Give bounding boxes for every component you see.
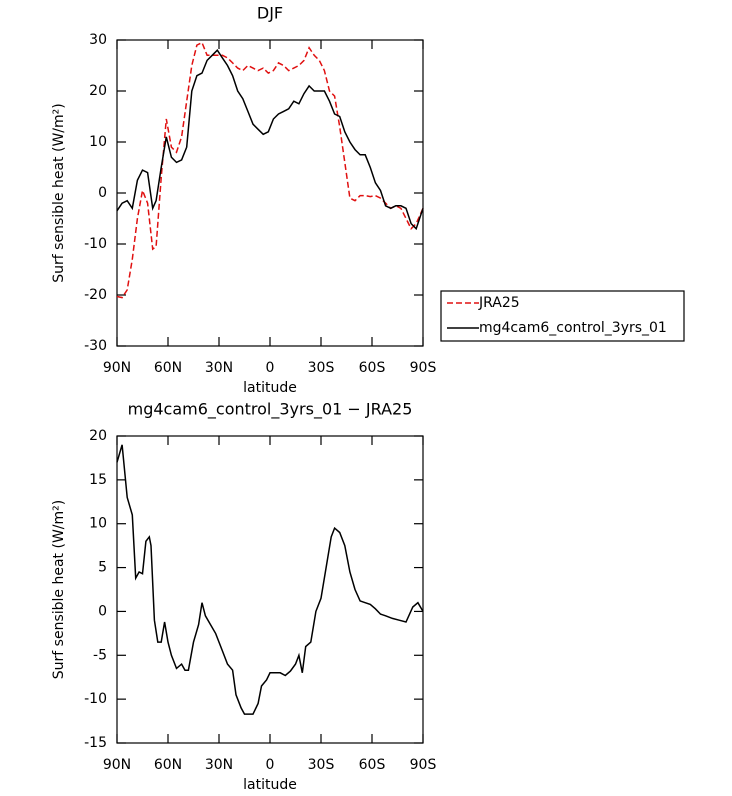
y-tick-label: -5 [93, 647, 107, 663]
series-line [116, 49, 424, 231]
series-line [116, 444, 424, 715]
chart-title: mg4cam6_control_3yrs_01 − JRA25 [128, 400, 413, 420]
y-tick-label: 10 [89, 516, 107, 532]
x-tick-label: 0 [266, 360, 275, 376]
x-tick-label: 90S [410, 360, 437, 376]
y-tick-label: -10 [84, 236, 107, 252]
y-tick-label: 30 [89, 32, 107, 48]
y-tick-label: 20 [89, 428, 107, 444]
y-tick-label: -30 [84, 338, 107, 354]
x-tick-label: 30N [205, 757, 233, 773]
x-tick-label: 60N [154, 757, 182, 773]
legend-label: mg4cam6_control_3yrs_01 [479, 320, 667, 336]
x-tick-label: 0 [266, 757, 275, 773]
x-tick-label: 30S [308, 360, 335, 376]
x-tick-label: 30S [308, 757, 335, 773]
y-tick-label: 20 [89, 83, 107, 99]
y-tick-label: 5 [98, 560, 107, 576]
plot-frame [116, 39, 424, 347]
x-tick-label: 30N [205, 360, 233, 376]
y-axis-label: Surf sensible heat (W/m²) [51, 103, 67, 282]
y-tick-label: -10 [84, 691, 107, 707]
x-tick-label: 60N [154, 360, 182, 376]
chart-title: DJF [257, 4, 283, 23]
y-tick-label: 0 [98, 603, 107, 619]
y-tick-label: 15 [89, 472, 107, 488]
x-tick-label: 90N [103, 757, 131, 773]
y-tick-label: 10 [89, 134, 107, 150]
y-tick-label: -15 [84, 735, 107, 751]
x-axis-label: latitude [243, 777, 297, 793]
y-tick-label: -20 [84, 287, 107, 303]
x-tick-label: 60S [359, 360, 386, 376]
series-line [116, 41, 424, 299]
x-axis-label: latitude [243, 380, 297, 396]
plot-frame [116, 435, 424, 744]
x-tick-label: 90S [410, 757, 437, 773]
legend-label: JRA25 [478, 295, 520, 311]
legend-box [440, 290, 685, 342]
x-tick-label: 90N [103, 360, 131, 376]
x-tick-label: 60S [359, 757, 386, 773]
y-tick-label: 0 [98, 185, 107, 201]
y-axis-label: Surf sensible heat (W/m²) [51, 500, 67, 679]
